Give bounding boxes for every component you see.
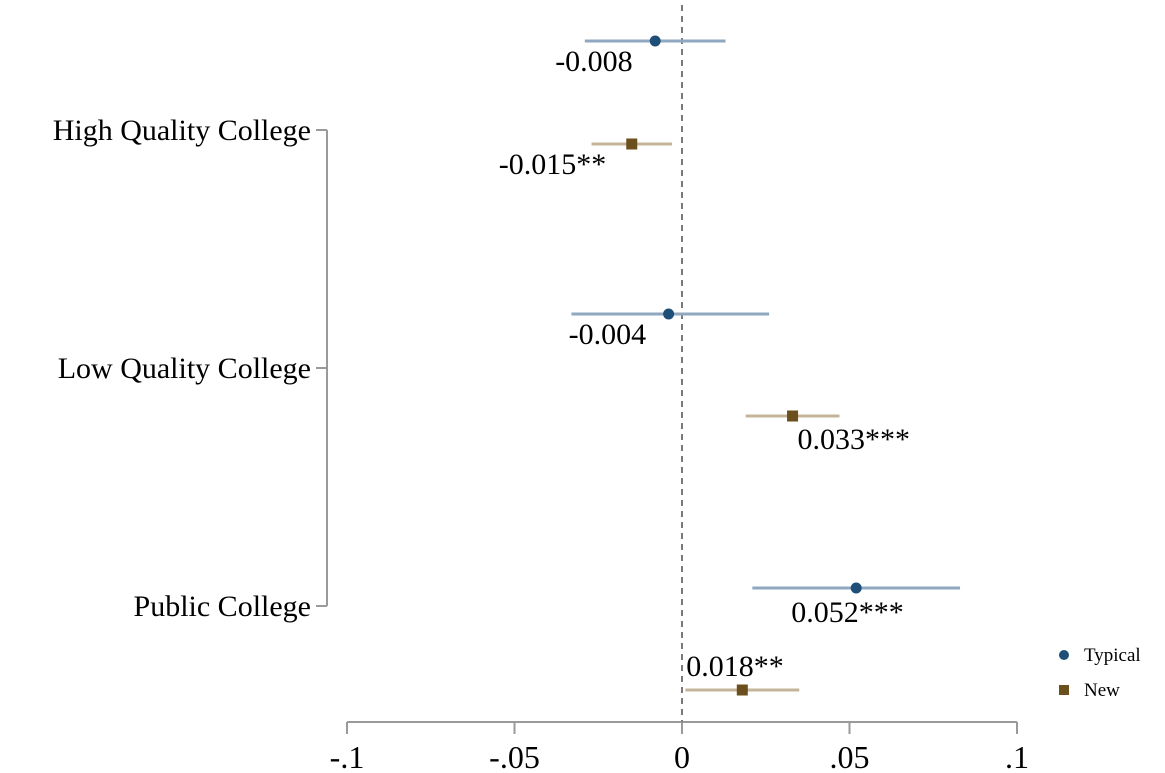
x-tick-label: 0 [674, 739, 690, 773]
y-category-label: High Quality College [53, 114, 311, 147]
legend-marker-typical [1059, 650, 1069, 660]
y-category-label: Low Quality College [58, 352, 311, 385]
point-new [626, 138, 638, 150]
axes-layer: -.1 -.05 0 .05 .1 High Quality College Low Qua… [53, 5, 1029, 773]
point-typical [663, 308, 675, 320]
data-label-new: -0.015** [499, 148, 607, 181]
point-typical [850, 582, 862, 594]
y-category-label: Public College [134, 590, 311, 623]
data-label-new: 0.033*** [798, 423, 911, 456]
point-typical [649, 35, 661, 47]
data-label-new: 0.018** [686, 650, 784, 683]
legend-label-typical: Typical [1084, 645, 1141, 666]
data-label-typical: 0.052*** [791, 596, 904, 629]
legend: Typical New [1059, 645, 1141, 701]
x-tick-label: -.1 [330, 739, 365, 773]
point-new [736, 684, 748, 696]
data-label-typical: -0.008 [555, 45, 633, 78]
legend-marker-new [1059, 685, 1069, 695]
point-new [787, 410, 799, 422]
x-tick-label: -.05 [489, 739, 540, 773]
data-label-typical: -0.004 [569, 318, 647, 351]
marks-layer: -0.008 -0.004 0.052*** -0.015** 0.033*** 0.01… [499, 35, 961, 696]
x-tick-label: .05 [830, 739, 870, 773]
legend-label-new: New [1084, 680, 1120, 701]
x-tick-label: .1 [1005, 739, 1029, 773]
